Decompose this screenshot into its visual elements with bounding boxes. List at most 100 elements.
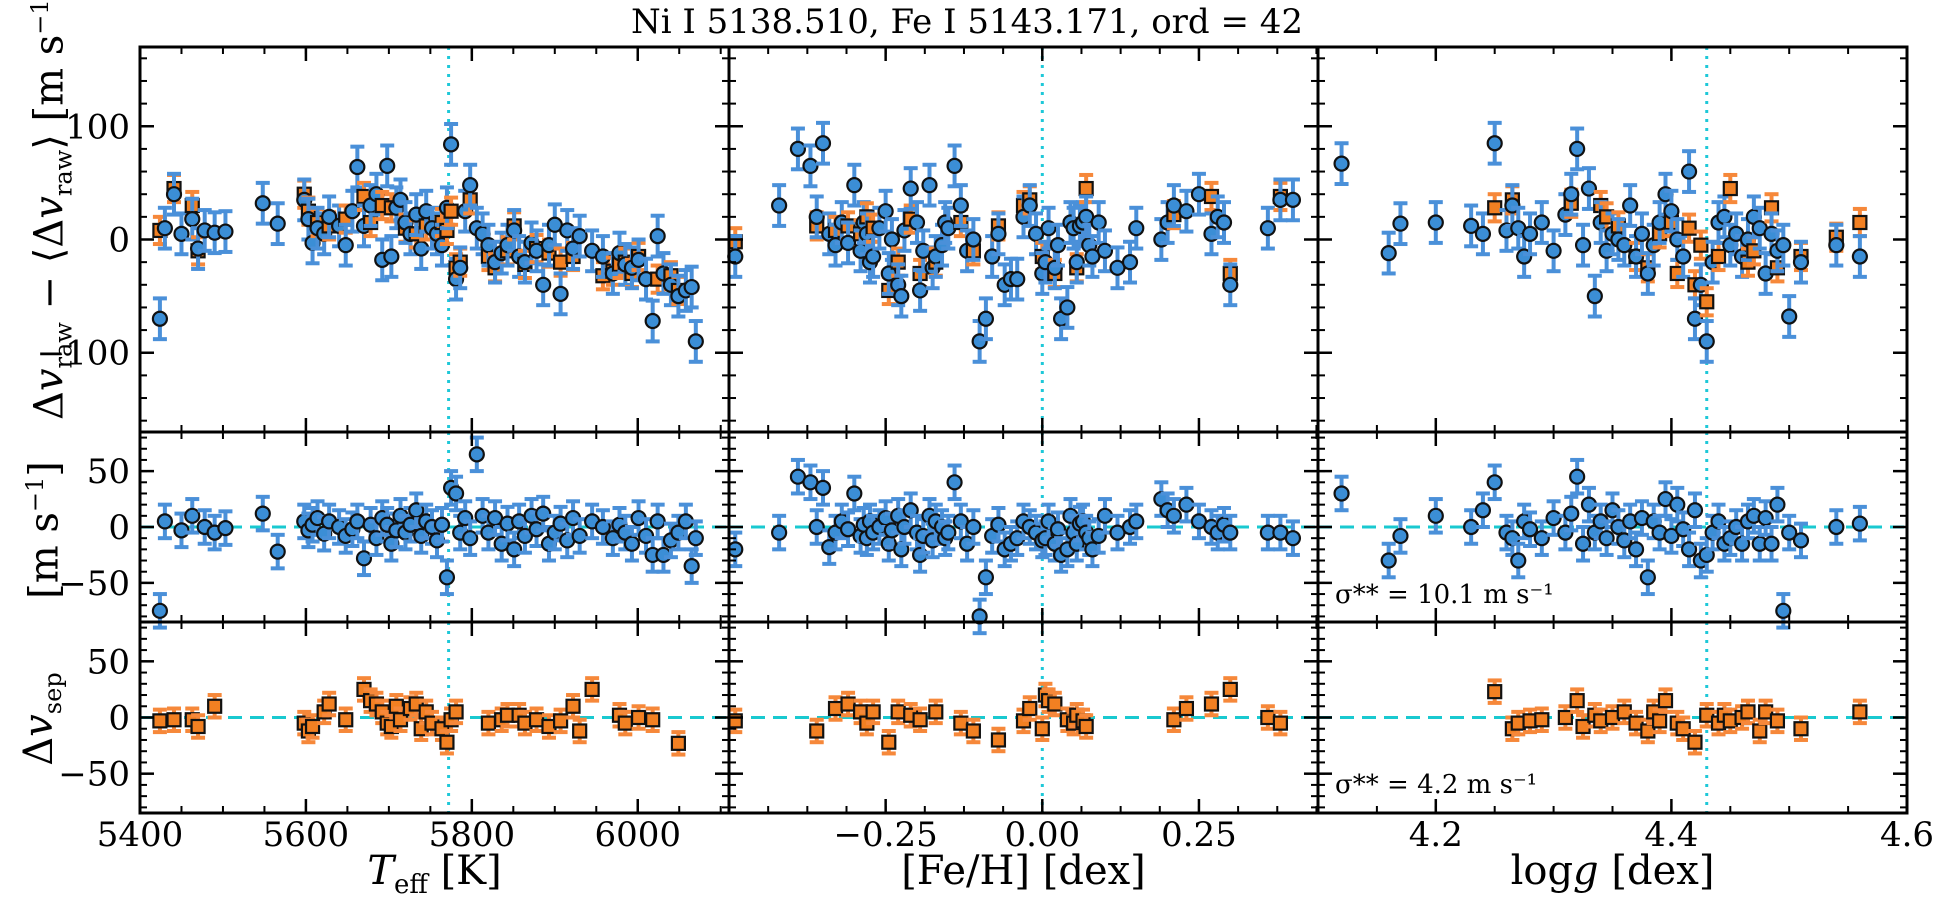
data-point-circle-5 xyxy=(808,208,825,225)
ylabel-raw: Δvraw − ⟨Δvraw⟩ [m s−1] xyxy=(26,0,78,420)
data-point-circle-11 xyxy=(1521,521,1539,538)
y-tick-label: 0 xyxy=(108,699,130,739)
data-point-square-35 xyxy=(953,715,969,731)
data-point-circle-53 xyxy=(1792,532,1810,549)
data-point-square-7 xyxy=(207,698,223,714)
ylabel-pair: [m s−1] xyxy=(21,461,68,599)
data-point-circle-25 xyxy=(1622,197,1639,214)
data-point-circle-79 xyxy=(1284,191,1302,208)
y-tick-label: −50 xyxy=(58,755,130,795)
data-point-circle-37 xyxy=(965,231,982,248)
data-point-square-8 xyxy=(827,700,844,717)
y-tick-label: 0 xyxy=(108,508,130,548)
data-point-circle-5 xyxy=(1474,502,1492,519)
data-point-circle-12 xyxy=(1533,214,1550,231)
data-point-circle-11 xyxy=(846,485,863,502)
data-point-circle-2 xyxy=(1392,215,1409,232)
data-point-square-30 xyxy=(1652,713,1668,729)
data-point-square-0 xyxy=(152,713,168,729)
data-point-circle-18 xyxy=(1580,180,1598,197)
data-point-circle-75 xyxy=(1215,214,1233,231)
data-point-circle-3 xyxy=(789,140,807,158)
data-point-circle-4 xyxy=(184,211,201,228)
data-point-circle-36 xyxy=(1686,310,1704,327)
data-point-circle-36 xyxy=(433,516,451,533)
data-point-square-38 xyxy=(1699,294,1715,310)
data-point-square-71 xyxy=(1178,700,1195,717)
data-point-circle-4 xyxy=(1463,217,1480,235)
data-point-square-37 xyxy=(439,734,455,750)
data-point-circle-54 xyxy=(1828,237,1845,254)
data-point-circle-8 xyxy=(217,223,234,240)
data-point-square-57 xyxy=(552,713,569,729)
data-point-circle-16 xyxy=(865,248,882,265)
data-point-circle-15 xyxy=(1563,505,1580,522)
data-point-square-59 xyxy=(565,698,581,714)
data-point-circle-39 xyxy=(977,569,995,586)
data-point-square-76 xyxy=(1222,681,1238,698)
data-point-square-2 xyxy=(166,712,182,728)
data-point-circle-16 xyxy=(321,208,338,225)
y-tick-label: 0 xyxy=(108,221,130,261)
data-point-circle-52 xyxy=(1049,237,1067,254)
data-point-circle-37 xyxy=(965,518,982,536)
data-point-square-70 xyxy=(1166,712,1182,728)
data-point-circle-2 xyxy=(1392,527,1409,545)
data-point-square-34 xyxy=(1675,721,1691,737)
data-point-circle-37 xyxy=(438,569,456,586)
data-point-circle-79 xyxy=(1284,530,1302,547)
data-point-circle-5 xyxy=(808,518,825,536)
xlabel-teff: Teff [K] xyxy=(367,848,502,900)
data-point-circle-64 xyxy=(1096,507,1114,524)
data-point-circle-17 xyxy=(1574,237,1592,254)
data-point-circle-71 xyxy=(1178,496,1195,513)
data-point-circle-0 xyxy=(1333,485,1350,502)
chart-title: Ni I 5138.510, Fe I 5143.171, ord = 42 xyxy=(630,2,1304,42)
data-point-square-14 xyxy=(1557,709,1573,726)
data-point-circle-42 xyxy=(462,530,479,547)
data-point-circle-54 xyxy=(1059,299,1076,316)
data-point-circle-2 xyxy=(771,524,788,541)
data-point-circle-10 xyxy=(269,543,286,560)
data-point-circle-13 xyxy=(1545,509,1562,527)
data-point-circle-51 xyxy=(1775,602,1792,619)
data-point-circle-32 xyxy=(1663,527,1680,545)
data-point-circle-0 xyxy=(151,602,169,619)
data-point-circle-3 xyxy=(1427,214,1444,231)
data-point-circle-3 xyxy=(1427,507,1444,524)
data-point-circle-52 xyxy=(1781,308,1798,325)
data-point-square-60 xyxy=(1078,718,1094,735)
data-point-square-37 xyxy=(965,723,981,739)
data-point-circle-53 xyxy=(1792,254,1810,271)
data-point-circle-13 xyxy=(1545,242,1562,259)
data-point-circle-22 xyxy=(893,288,910,305)
data-point-circle-25 xyxy=(379,157,396,174)
data-point-square-39 xyxy=(448,704,464,720)
data-point-square-26 xyxy=(912,712,928,728)
data-point-square-51 xyxy=(1047,696,1063,712)
data-point-circle-5 xyxy=(1474,225,1492,242)
data-point-circle-16 xyxy=(1569,468,1586,485)
data-point-circle-15 xyxy=(1563,186,1580,203)
data-point-square-65 xyxy=(617,715,633,731)
data-point-circle-4 xyxy=(802,157,819,174)
data-point-square-48 xyxy=(1034,721,1050,737)
data-point-circle-1 xyxy=(156,513,173,530)
data-point-circle-42 xyxy=(462,177,479,194)
data-point-circle-54 xyxy=(1828,518,1845,536)
data-point-circle-17 xyxy=(1574,535,1592,552)
data-point-circle-0 xyxy=(1333,155,1350,172)
data-point-circle-71 xyxy=(655,546,672,564)
data-point-circle-60 xyxy=(571,228,588,245)
x-tick-label: 0.00 xyxy=(1004,815,1080,855)
data-point-square-46 xyxy=(1022,700,1038,717)
data-point-circle-20 xyxy=(349,513,366,530)
data-point-square-73 xyxy=(1203,696,1220,712)
data-point-circle-6 xyxy=(814,135,832,152)
data-point-circle-28 xyxy=(921,177,938,194)
data-point-circle-39 xyxy=(977,310,995,327)
data-point-square-42 xyxy=(1722,180,1738,197)
data-point-circle-62 xyxy=(594,518,612,536)
data-point-circle-2 xyxy=(165,186,183,203)
